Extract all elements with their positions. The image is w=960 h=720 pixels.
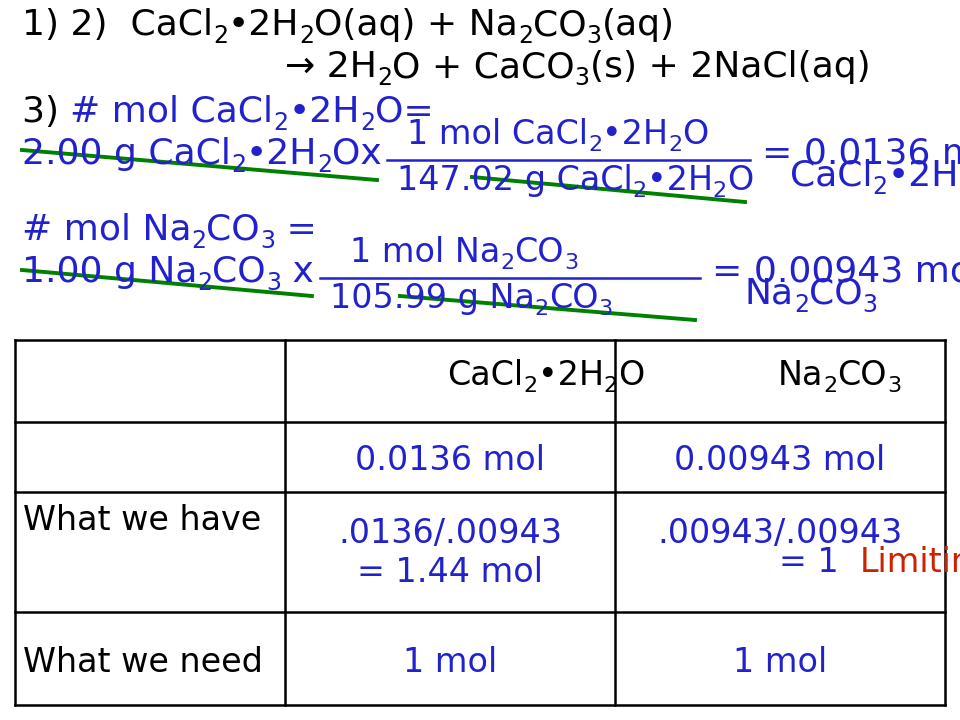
Text: Ox: Ox: [332, 137, 382, 171]
Text: •2H: •2H: [602, 118, 668, 151]
Text: 3: 3: [260, 229, 276, 253]
Text: 2: 2: [535, 300, 549, 319]
Text: 1) 2)  CaCl: 1) 2) CaCl: [22, 8, 213, 42]
Text: 2: 2: [588, 135, 602, 156]
Text: (aq): (aq): [602, 8, 675, 42]
Text: O=: O=: [374, 95, 434, 129]
Text: 147.02 g CaCl: 147.02 g CaCl: [397, 164, 633, 197]
Text: •2H: •2H: [647, 164, 713, 197]
Text: 2: 2: [230, 153, 246, 177]
Text: .0136/.00943: .0136/.00943: [338, 518, 562, 551]
Text: 2: 2: [317, 153, 332, 177]
Text: =: =: [276, 213, 317, 247]
Text: = 0.0136 mol: = 0.0136 mol: [762, 137, 960, 171]
Text: CO: CO: [549, 282, 598, 315]
Text: What we have: What we have: [23, 505, 261, 538]
Text: 2: 2: [633, 181, 647, 201]
Text: x: x: [281, 255, 314, 289]
Text: 1 mol CaCl: 1 mol CaCl: [407, 118, 588, 151]
Text: Na: Na: [778, 359, 824, 392]
Text: # mol Na: # mol Na: [22, 213, 191, 247]
Text: 2: 2: [794, 293, 809, 317]
Text: 1.00 g Na: 1.00 g Na: [22, 255, 198, 289]
Text: CaCl: CaCl: [447, 359, 523, 392]
Text: What we need: What we need: [23, 646, 263, 679]
Text: 2: 2: [713, 181, 727, 201]
Text: CO: CO: [837, 359, 887, 392]
Text: 2: 2: [523, 376, 538, 396]
Text: 2: 2: [604, 376, 618, 396]
Text: 2: 2: [213, 24, 228, 48]
Text: •2H: •2H: [289, 95, 360, 129]
Text: 1 mol: 1 mol: [403, 646, 497, 679]
Text: 2: 2: [500, 253, 515, 273]
Text: 3: 3: [564, 253, 578, 273]
Text: 0.00943 mol: 0.00943 mol: [674, 444, 886, 477]
Text: CO: CO: [809, 277, 863, 311]
Text: 2: 2: [377, 66, 392, 90]
Text: •2H: •2H: [246, 137, 317, 171]
Text: Limiting: Limiting: [860, 546, 960, 579]
Text: CaCl: CaCl: [790, 159, 873, 193]
Text: = 0.00943 mol: = 0.00943 mol: [712, 255, 960, 289]
Text: 3: 3: [266, 271, 281, 294]
Text: 1 mol: 1 mol: [732, 646, 828, 679]
Text: CO: CO: [212, 255, 266, 289]
Text: O + CaCO: O + CaCO: [392, 50, 574, 84]
Text: → 2H: → 2H: [285, 50, 377, 84]
Text: 3: 3: [887, 376, 901, 396]
Text: •2H: •2H: [538, 359, 604, 392]
Text: O: O: [683, 118, 708, 151]
Text: = 1: = 1: [779, 546, 860, 579]
Text: 3: 3: [863, 293, 877, 317]
Text: 2: 2: [300, 24, 314, 48]
Text: O(aq) + Na: O(aq) + Na: [314, 8, 518, 42]
Text: 2: 2: [824, 376, 837, 396]
Text: 3: 3: [587, 24, 602, 48]
Text: 2: 2: [959, 175, 960, 199]
Text: •2H: •2H: [887, 159, 959, 193]
Text: 2: 2: [274, 111, 289, 135]
Text: •2H: •2H: [228, 8, 300, 42]
Text: 2.00 g CaCl: 2.00 g CaCl: [22, 137, 230, 171]
Text: 105.99 g Na: 105.99 g Na: [330, 282, 535, 315]
Text: 3: 3: [574, 66, 589, 90]
Text: 2: 2: [191, 229, 206, 253]
Text: 2: 2: [518, 24, 533, 48]
Text: CO: CO: [206, 213, 260, 247]
Text: O: O: [618, 359, 644, 392]
Text: 2: 2: [873, 175, 887, 199]
Text: 2: 2: [668, 135, 683, 156]
Text: CO: CO: [533, 8, 587, 42]
Text: Na: Na: [745, 277, 794, 311]
Text: 2: 2: [198, 271, 212, 294]
Text: (s) + 2NaCl(aq): (s) + 2NaCl(aq): [589, 50, 870, 84]
Text: 2: 2: [360, 111, 374, 135]
Text: 3: 3: [598, 300, 612, 319]
Text: # mol CaCl: # mol CaCl: [70, 95, 274, 129]
Text: O: O: [727, 164, 754, 197]
Text: .00943/.00943: .00943/.00943: [658, 518, 902, 551]
Text: 3): 3): [22, 95, 70, 129]
Text: 1 mol Na: 1 mol Na: [349, 236, 500, 269]
Text: CO: CO: [515, 236, 564, 269]
Text: = 1.44 mol: = 1.44 mol: [357, 556, 543, 588]
Text: 0.0136 mol: 0.0136 mol: [355, 444, 545, 477]
